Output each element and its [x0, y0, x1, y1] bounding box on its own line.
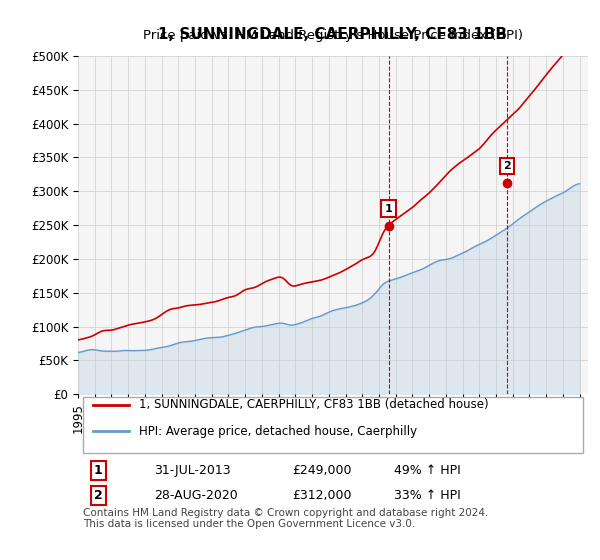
Text: Contains HM Land Registry data © Crown copyright and database right 2024.
This d: Contains HM Land Registry data © Crown c… [83, 508, 488, 529]
Text: 2: 2 [94, 489, 103, 502]
Text: 28-AUG-2020: 28-AUG-2020 [155, 489, 238, 502]
Title: 1, SUNNINGDALE, CAERPHILLY, CF83 1BB: 1, SUNNINGDALE, CAERPHILLY, CF83 1BB [158, 27, 508, 43]
Text: HPI: Average price, detached house, Caerphilly: HPI: Average price, detached house, Caer… [139, 425, 418, 438]
Text: 1: 1 [94, 464, 103, 477]
Text: 1, SUNNINGDALE, CAERPHILLY, CF83 1BB (detached house): 1, SUNNINGDALE, CAERPHILLY, CF83 1BB (de… [139, 398, 489, 412]
Text: £312,000: £312,000 [292, 489, 352, 502]
Text: Price paid vs. HM Land Registry's House Price Index (HPI): Price paid vs. HM Land Registry's House … [143, 30, 523, 43]
Text: 49% ↑ HPI: 49% ↑ HPI [394, 464, 461, 477]
Text: £249,000: £249,000 [292, 464, 352, 477]
Text: 2: 2 [503, 161, 511, 171]
FancyBboxPatch shape [83, 398, 583, 452]
Text: 1: 1 [385, 204, 392, 213]
Text: 31-JUL-2013: 31-JUL-2013 [155, 464, 231, 477]
Text: 33% ↑ HPI: 33% ↑ HPI [394, 489, 461, 502]
